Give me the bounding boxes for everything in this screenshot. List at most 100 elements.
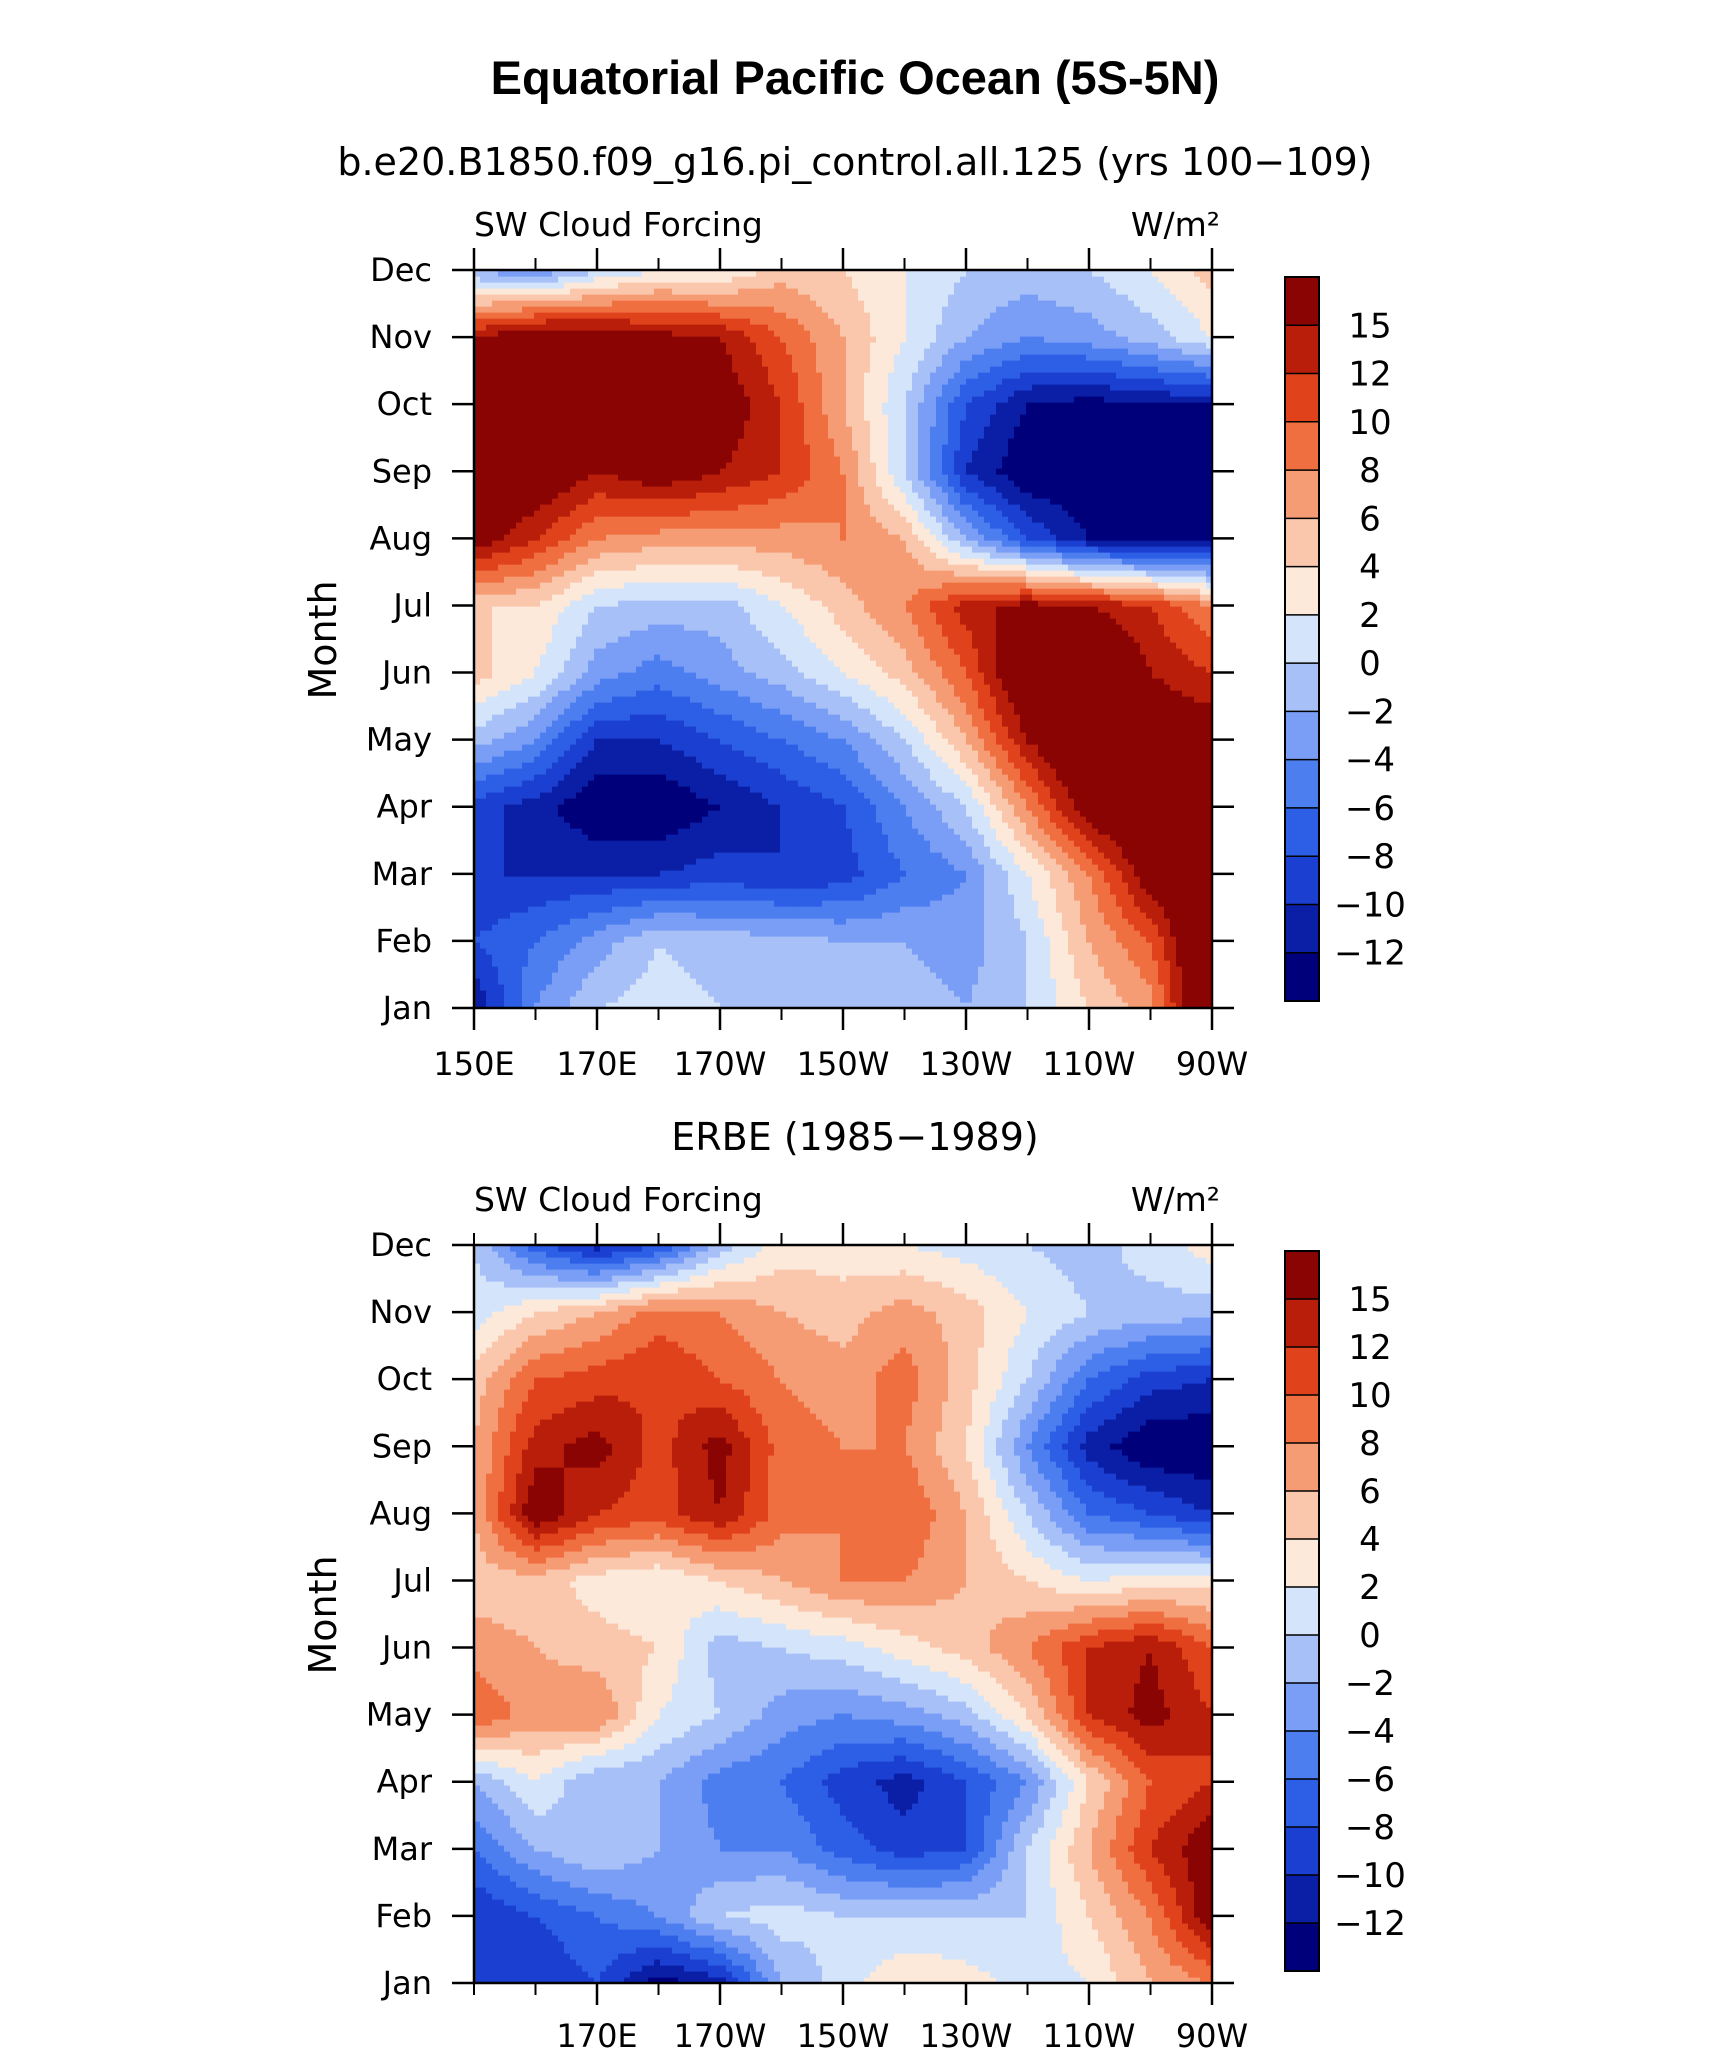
heatmap-cell xyxy=(708,906,715,913)
heatmap-cell xyxy=(1146,906,1153,913)
heatmap-cell xyxy=(1086,786,1093,793)
heatmap-cell xyxy=(870,828,877,835)
heatmap-cell xyxy=(1014,990,1021,997)
heatmap-cell xyxy=(1074,966,1081,973)
heatmap-cell xyxy=(984,894,991,901)
heatmap-cell xyxy=(1098,852,1105,859)
heatmap-cell xyxy=(912,948,919,955)
heatmap-cell xyxy=(1188,954,1195,961)
heatmap-cell xyxy=(1098,882,1105,889)
heatmap-cell xyxy=(858,774,865,781)
heatmap-cell xyxy=(948,822,955,829)
heatmap-cell xyxy=(1194,786,1201,793)
heatmap-cell xyxy=(732,852,739,859)
heatmap-cell xyxy=(1188,912,1195,919)
heatmap-cell xyxy=(978,798,985,805)
heatmap-cell xyxy=(1158,864,1165,871)
heatmap-cell xyxy=(924,780,931,787)
heatmap-cell xyxy=(1134,810,1141,817)
heatmap-cell xyxy=(510,804,517,811)
heatmap-cell xyxy=(480,786,487,793)
heatmap-cell xyxy=(900,876,907,883)
heatmap-cell xyxy=(744,786,751,793)
heatmap-cell xyxy=(1074,948,1081,955)
heatmap-cell xyxy=(738,834,745,841)
heatmap-cell xyxy=(1116,930,1123,937)
heatmap-cell xyxy=(1110,924,1117,931)
heatmap-cell xyxy=(918,888,925,895)
heatmap-cell xyxy=(852,762,859,769)
heatmap-cell xyxy=(534,876,541,883)
heatmap-cell xyxy=(1068,870,1075,877)
heatmap-cell xyxy=(1116,864,1123,871)
heatmap-cell xyxy=(624,768,631,775)
heatmap-cell xyxy=(1050,786,1057,793)
heatmap-cell xyxy=(1152,822,1159,829)
heatmap-cell xyxy=(588,864,595,871)
heatmap-cell xyxy=(726,774,733,781)
heatmap-cell xyxy=(510,840,517,847)
heatmap-cell xyxy=(600,822,607,829)
heatmap-cell xyxy=(1164,912,1171,919)
heatmap-cell xyxy=(966,936,973,943)
heatmap-cell xyxy=(666,840,673,847)
heatmap-cell xyxy=(528,828,535,835)
heatmap-cell xyxy=(498,870,505,877)
heatmap-cell xyxy=(1092,786,1099,793)
heatmap-cell xyxy=(528,852,535,859)
heatmap-cell xyxy=(714,762,721,769)
heatmap-cell xyxy=(906,882,913,889)
heatmap-cell xyxy=(1122,774,1129,781)
heatmap-cell xyxy=(1128,792,1135,799)
heatmap-cell xyxy=(1092,942,1099,949)
heatmap-cell xyxy=(894,780,901,787)
heatmap-cell xyxy=(846,810,853,817)
heatmap-cell xyxy=(1086,876,1093,883)
heatmap-cell xyxy=(1044,876,1051,883)
heatmap-cell xyxy=(1014,846,1021,853)
heatmap-cell xyxy=(996,858,1003,865)
heatmap-cell xyxy=(684,774,691,781)
heatmap-cell xyxy=(510,780,517,787)
heatmap-cell xyxy=(780,828,787,835)
heatmap-cell xyxy=(906,864,913,871)
heatmap-cell xyxy=(1110,906,1117,913)
heatmap-cell xyxy=(1002,798,1009,805)
heatmap-cell xyxy=(858,780,865,787)
heatmap-cell xyxy=(900,924,907,931)
heatmap-cell xyxy=(990,834,997,841)
heatmap-cell xyxy=(912,912,919,919)
heatmap-cell xyxy=(516,942,523,949)
heatmap-cell xyxy=(870,924,877,931)
heatmap-cell xyxy=(840,924,847,931)
heatmap-cell xyxy=(792,900,799,907)
heatmap-cell xyxy=(1068,852,1075,859)
heatmap-cell xyxy=(870,816,877,823)
heatmap-cell xyxy=(1098,900,1105,907)
heatmap-cell xyxy=(840,948,847,955)
heatmap-cell xyxy=(912,804,919,811)
heatmap-cell xyxy=(570,804,577,811)
heatmap-cell xyxy=(714,888,721,895)
heatmap-cell xyxy=(498,762,505,769)
heatmap-cell xyxy=(540,984,547,991)
heatmap-cell xyxy=(1134,948,1141,955)
heatmap-cell xyxy=(738,876,745,883)
heatmap-cell xyxy=(738,954,745,961)
heatmap-cell xyxy=(486,840,493,847)
heatmap-cell xyxy=(588,792,595,799)
heatmap-cell xyxy=(1104,882,1111,889)
heatmap-cell xyxy=(630,924,637,931)
heatmap-cell xyxy=(618,960,625,967)
heatmap-cell xyxy=(1092,780,1099,787)
heatmap-cell xyxy=(636,852,643,859)
heatmap-cell xyxy=(672,816,679,823)
heatmap-cell xyxy=(912,786,919,793)
heatmap-cell xyxy=(972,912,979,919)
heatmap-cell xyxy=(678,852,685,859)
heatmap-cell xyxy=(1164,852,1171,859)
heatmap-cell xyxy=(1110,918,1117,925)
heatmap-cell xyxy=(522,810,529,817)
heatmap-cell xyxy=(918,834,925,841)
heatmap-cell xyxy=(1164,822,1171,829)
